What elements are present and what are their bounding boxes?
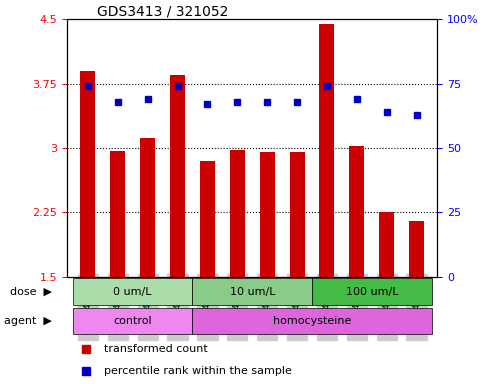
Text: control: control bbox=[114, 316, 152, 326]
Bar bbox=[319, 24, 334, 277]
Bar bbox=[110, 151, 125, 277]
Text: transformed count: transformed count bbox=[104, 344, 208, 354]
Text: GDS3413 / 321052: GDS3413 / 321052 bbox=[97, 4, 228, 18]
Bar bbox=[260, 152, 275, 277]
Bar bbox=[140, 138, 155, 277]
Bar bbox=[379, 212, 394, 277]
Bar bbox=[349, 146, 364, 277]
FancyBboxPatch shape bbox=[193, 278, 312, 305]
Text: percentile rank within the sample: percentile rank within the sample bbox=[104, 366, 292, 376]
Text: agent  ▶: agent ▶ bbox=[4, 316, 52, 326]
FancyBboxPatch shape bbox=[73, 308, 193, 334]
Text: 10 um/L: 10 um/L bbox=[229, 286, 275, 296]
Bar bbox=[409, 221, 424, 277]
Bar bbox=[200, 161, 215, 277]
Bar bbox=[170, 75, 185, 277]
Bar bbox=[81, 71, 96, 277]
FancyBboxPatch shape bbox=[193, 308, 431, 334]
Text: dose  ▶: dose ▶ bbox=[10, 286, 52, 296]
FancyBboxPatch shape bbox=[73, 278, 193, 305]
Text: 100 um/L: 100 um/L bbox=[345, 286, 398, 296]
Text: 0 um/L: 0 um/L bbox=[114, 286, 152, 296]
Bar bbox=[230, 150, 245, 277]
Bar bbox=[290, 152, 305, 277]
FancyBboxPatch shape bbox=[312, 278, 431, 305]
Text: homocysteine: homocysteine bbox=[273, 316, 351, 326]
